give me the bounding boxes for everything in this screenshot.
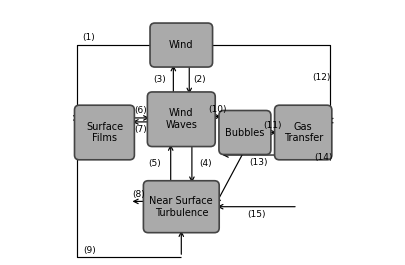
Text: (7): (7) [134,125,147,134]
FancyBboxPatch shape [150,23,213,67]
Text: Gas
Transfer: Gas Transfer [284,122,323,143]
Text: (3): (3) [154,75,166,84]
Text: Bubbles: Bubbles [225,127,264,138]
Text: (4): (4) [199,159,211,168]
FancyBboxPatch shape [143,181,219,233]
FancyBboxPatch shape [275,105,332,160]
Text: (11): (11) [264,121,282,130]
FancyBboxPatch shape [75,105,134,160]
Text: (12): (12) [313,73,331,82]
Text: Surface
Films: Surface Films [86,122,123,143]
Text: (2): (2) [194,75,206,84]
Text: (10): (10) [208,105,226,114]
Text: (5): (5) [148,159,161,168]
Text: Wind
Waves: Wind Waves [165,108,197,130]
Text: (13): (13) [249,158,268,167]
Text: Wind: Wind [169,40,194,50]
FancyBboxPatch shape [147,92,215,147]
Text: (9): (9) [83,246,96,255]
Text: (8): (8) [132,190,145,199]
Text: (15): (15) [247,210,265,219]
Text: (6): (6) [134,106,147,115]
Text: (14): (14) [314,153,332,162]
FancyBboxPatch shape [219,111,271,154]
Text: Near Surface
Turbulence: Near Surface Turbulence [149,196,213,218]
Text: (1): (1) [82,33,95,42]
